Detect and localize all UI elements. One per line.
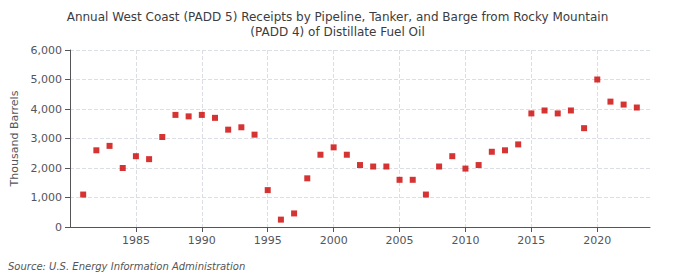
svg-text:Source: U.S. Energy Informatio: Source: U.S. Energy Information Administ… [8, 261, 245, 272]
svg-text:Annual West Coast (PADD 5) Rec: Annual West Coast (PADD 5) Receipts by P… [67, 10, 609, 24]
svg-text:2020: 2020 [583, 234, 611, 247]
svg-text:1990: 1990 [188, 234, 216, 247]
svg-text:0: 0 [55, 221, 62, 234]
svg-text:2005: 2005 [386, 234, 414, 247]
svg-text:1985: 1985 [122, 234, 150, 247]
svg-text:2,000: 2,000 [31, 162, 63, 175]
svg-text:1,000: 1,000 [31, 191, 63, 204]
svg-text:4,000: 4,000 [31, 103, 63, 116]
svg-text:Thousand Barrels: Thousand Barrels [8, 90, 21, 187]
svg-text:2015: 2015 [517, 234, 545, 247]
svg-text:1995: 1995 [254, 234, 282, 247]
svg-text:2000: 2000 [320, 234, 348, 247]
svg-text:3,000: 3,000 [31, 132, 63, 145]
svg-text:5,000: 5,000 [31, 73, 63, 86]
svg-text:2010: 2010 [451, 234, 479, 247]
svg-text:6,000: 6,000 [31, 44, 63, 57]
svg-text:(PADD 4) of Distillate Fuel Oi: (PADD 4) of Distillate Fuel Oil [250, 25, 424, 39]
